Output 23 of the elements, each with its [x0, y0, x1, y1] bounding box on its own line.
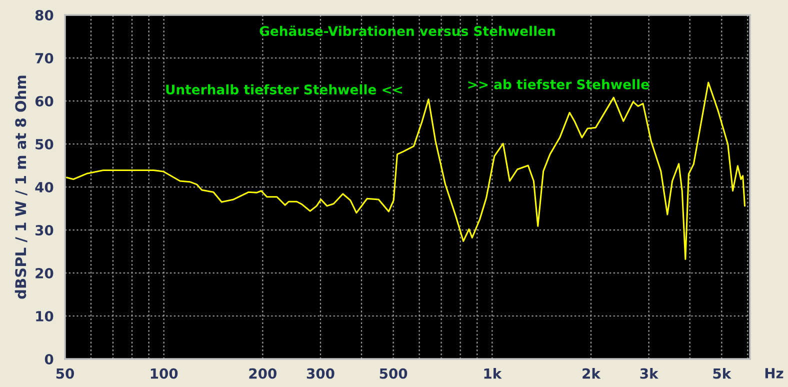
x-tick-label: 200 [249, 368, 276, 379]
x-tick-label: 2k [582, 368, 601, 379]
y-axis-title: dBSPL / 1 W / 1 m at 8 Ohm [14, 76, 28, 299]
y-tick-label: 60 [35, 96, 54, 106]
annotation: Unterhalb tiefster Stehwelle << [166, 84, 402, 95]
x-tick-label: 100 [150, 368, 178, 379]
y-tick-label: 10 [36, 310, 54, 322]
x-tick-label: 1k [484, 368, 502, 379]
x-tick-label: 50 [56, 368, 74, 379]
y-tick-label: 30 [35, 224, 54, 236]
x-tick-label: 500 [380, 368, 408, 379]
y-tick-label: 0 [44, 354, 54, 364]
y-tick-label: 70 [35, 52, 54, 64]
x-tick-label: 3k [640, 368, 659, 379]
text: Gehäuse-Vibrationen versus Stehwellen [260, 26, 555, 36]
x-axis-title: Hz [765, 368, 784, 378]
annotation: >> ab tiefster Stehwelle [468, 79, 649, 90]
y-tick-label: 50 [36, 138, 54, 150]
x-tick-label: 300 [306, 368, 334, 379]
y-tick-label: 20 [36, 268, 54, 278]
x-tick-label: 5k [713, 368, 732, 379]
y-tick-label: 80 [35, 10, 54, 20]
y-tick-label: 40 [35, 182, 54, 192]
